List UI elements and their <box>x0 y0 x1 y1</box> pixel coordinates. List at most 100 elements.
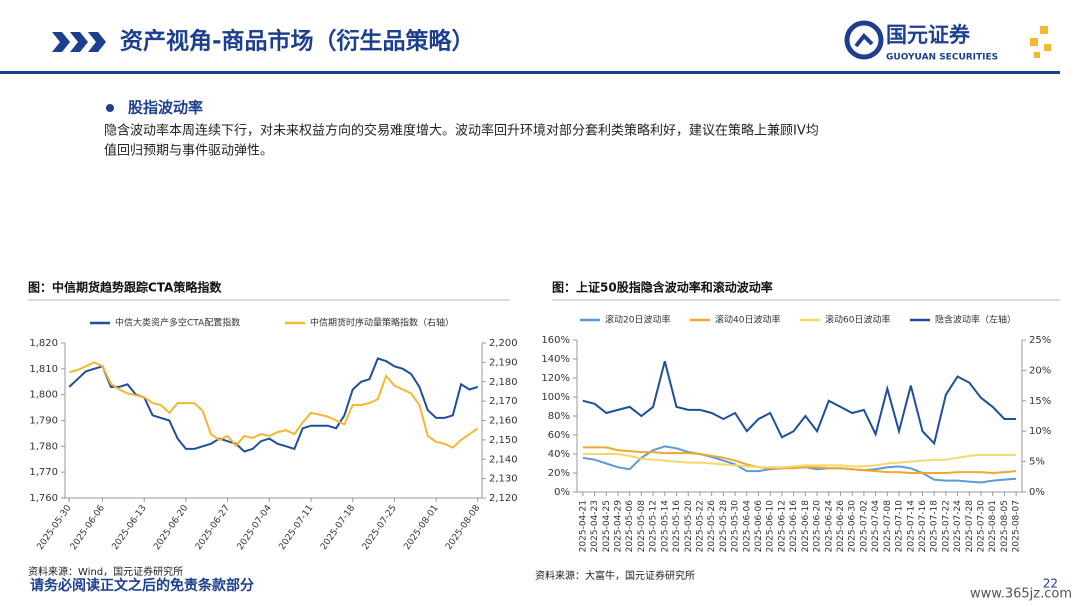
x-tick-label: 2025-08-07 <box>1012 500 1022 552</box>
y2-tick-label: 2,200 <box>489 338 518 349</box>
x-tick-label: 2025-05-30 <box>35 503 73 552</box>
series-line <box>582 453 1017 469</box>
x-tick-label: 2025-07-08 <box>883 500 893 553</box>
y2-tick-label: 2,140 <box>489 454 518 465</box>
x-tick-label: 2025-05-20 <box>684 500 694 553</box>
x-tick-label: 2025-04-29 <box>613 500 623 553</box>
y-tick-label: 1,820 <box>29 338 58 349</box>
y-tick-label: 1,800 <box>29 390 58 401</box>
x-tick-label: 2025-06-20 <box>152 503 190 552</box>
x-tick-label: 2025-06-13 <box>111 503 149 552</box>
x-tick-label: 2025-08-01 <box>402 503 440 552</box>
legend-label: 滚动20日波动率 <box>605 314 670 326</box>
legend-label: 中信大类资产多空CTA配置指数 <box>115 317 240 329</box>
y2-tick-label: 5% <box>1029 457 1045 468</box>
x-tick-label: 2025-06-12 <box>777 500 787 552</box>
legend-label: 中信期货时序动量策略指数（右轴） <box>310 317 454 329</box>
legend-label: 滚动40日波动率 <box>715 314 780 326</box>
y-tick-label: 80% <box>548 411 570 422</box>
legend-label: 滚动60日波动率 <box>825 314 890 326</box>
y-tick-label: 20% <box>548 468 570 479</box>
x-tick-label: 2025-06-20 <box>813 500 823 553</box>
section-heading: 股指波动率 <box>128 99 203 117</box>
x-tick-label: 2025-06-06 <box>69 503 107 552</box>
x-tick-label: 2025-06-04 <box>742 500 752 553</box>
y-tick-label: 1,790 <box>29 416 58 427</box>
x-tick-label: 2025-07-14 <box>906 500 916 553</box>
x-tick-label: 2025-05-12 <box>649 500 659 552</box>
x-tick-label: 2025-06-26 <box>836 500 846 553</box>
series-line <box>68 361 479 449</box>
x-tick-label: 2025-06-18 <box>801 500 811 553</box>
paragraph-line: 隐含波动率本周连续下行，对未来权益方向的交易难度增大。波动率回升环境对部分套利类… <box>104 123 819 139</box>
x-tick-label: 2025-07-30 <box>977 500 987 553</box>
x-tick-label: 2025-07-24 <box>953 500 963 553</box>
chart-title: 图：上证50股指隐含波动率和滚动波动率 <box>552 280 773 295</box>
series-line <box>582 446 1017 475</box>
y2-tick-label: 2,160 <box>489 416 518 427</box>
header-chevrons <box>52 32 106 52</box>
x-tick-label: 2025-05-28 <box>719 500 729 553</box>
x-tick-label: 2025-07-10 <box>895 500 905 553</box>
x-tick-label: 2025-04-25 <box>602 500 612 552</box>
logo-arrow <box>854 33 874 48</box>
x-tick-label: 2025-06-16 <box>789 500 799 553</box>
x-tick-label: 2025-05-30 <box>731 500 741 553</box>
y2-tick-label: 2,130 <box>489 474 518 485</box>
y2-tick-label: 2,170 <box>489 396 518 407</box>
source-note: 资料来源：大富牛，国元证券研究所 <box>535 569 695 582</box>
x-tick-label: 2025-07-28 <box>965 500 975 553</box>
x-tick-label: 2025-07-18 <box>930 500 940 553</box>
x-tick-label: 2025-06-06 <box>754 500 764 553</box>
y2-tick-label: 20% <box>1029 365 1051 376</box>
x-tick-label: 2025-07-25 <box>361 503 399 552</box>
y2-tick-label: 10% <box>1029 426 1051 437</box>
source-note: 资料来源：Wind，国元证券研究所 <box>28 565 183 578</box>
x-tick-label: 2025-05-22 <box>695 500 705 552</box>
x-tick-label: 2025-05-16 <box>672 500 682 553</box>
page-number: 22 <box>1043 577 1058 591</box>
x-tick-label: 2025-07-18 <box>319 503 357 552</box>
y2-tick-label: 25% <box>1029 335 1051 346</box>
x-tick-label: 2025-06-10 <box>766 500 776 553</box>
x-tick-label: 2025-05-06 <box>625 500 635 553</box>
logo-squares <box>1030 26 1051 58</box>
x-tick-label: 2025-07-11 <box>277 503 315 552</box>
y-tick-label: 1,810 <box>29 364 58 375</box>
x-tick-label: 2025-08-08 <box>444 503 482 552</box>
x-tick-label: 2025-08-01 <box>988 500 998 552</box>
header-rule <box>0 71 1060 74</box>
header-title: 资产视角-商品市场（衍生品策略） <box>120 28 475 55</box>
watermark: www.365jz.com <box>970 587 1072 602</box>
y-tick-label: 60% <box>548 430 570 441</box>
y-tick-label: 1,770 <box>29 467 58 478</box>
y-tick-label: 100% <box>541 392 570 403</box>
chart-title: 图：中信期货趋势跟踪CTA策略指数 <box>28 280 222 295</box>
y2-tick-label: 0% <box>1029 487 1045 498</box>
x-tick-label: 2025-06-27 <box>194 503 232 552</box>
y-tick-label: 140% <box>541 354 570 365</box>
bullet <box>106 104 114 112</box>
y-tick-label: 1,780 <box>29 441 58 452</box>
series-line <box>582 361 1017 446</box>
y2-tick-label: 15% <box>1029 396 1051 407</box>
series-line <box>68 357 479 453</box>
y-tick-label: 120% <box>541 373 570 384</box>
logo-en: GUOYUAN SECURITIES <box>886 53 998 63</box>
x-tick-label: 2025-04-23 <box>590 500 600 552</box>
x-tick-label: 2025-05-14 <box>660 500 670 553</box>
x-tick-label: 2025-07-16 <box>918 500 928 553</box>
x-tick-label: 2025-06-24 <box>824 500 834 553</box>
y2-tick-label: 2,190 <box>489 357 518 368</box>
y2-tick-label: 2,120 <box>489 493 518 504</box>
y2-tick-label: 2,180 <box>489 377 518 388</box>
logo-cn: 国元证券 <box>886 23 971 47</box>
y-tick-label: 1,760 <box>29 493 58 504</box>
x-tick-label: 2025-08-05 <box>1000 500 1010 552</box>
legend-label: 隐含波动率（左轴） <box>935 314 1016 326</box>
x-tick-label: 2025-04-21 <box>578 500 588 552</box>
x-tick-label: 2025-07-02 <box>859 500 869 552</box>
y-tick-label: 0% <box>554 487 570 498</box>
